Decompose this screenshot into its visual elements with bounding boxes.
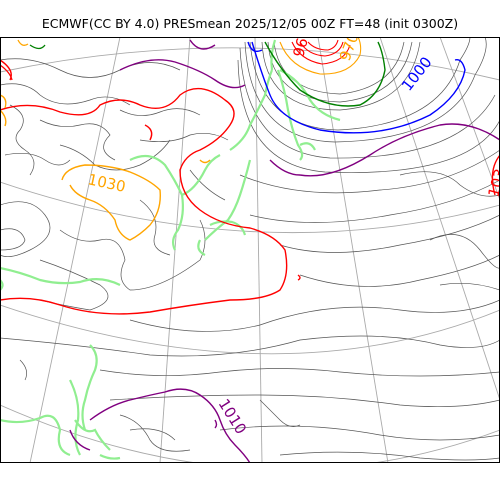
isobar-1010 — [69, 39, 500, 463]
map-title: ECMWF(CC BY 4.0) PRESmean 2025/12/05 00Z… — [41, 16, 459, 31]
isobar-1020 — [0, 59, 301, 315]
isobar-1020-east — [491, 154, 500, 196]
isobar-990 — [264, 41, 386, 107]
coastline — [0, 39, 341, 460]
map-background — [0, 37, 500, 463]
isobar-1000 — [247, 41, 466, 134]
contour-label-960: 960 — [289, 27, 314, 59]
isobars-thin — [0, 37, 500, 461]
nw-fragments — [0, 39, 46, 109]
isobar-1030 — [0, 109, 211, 241]
low-core — [279, 37, 362, 75]
